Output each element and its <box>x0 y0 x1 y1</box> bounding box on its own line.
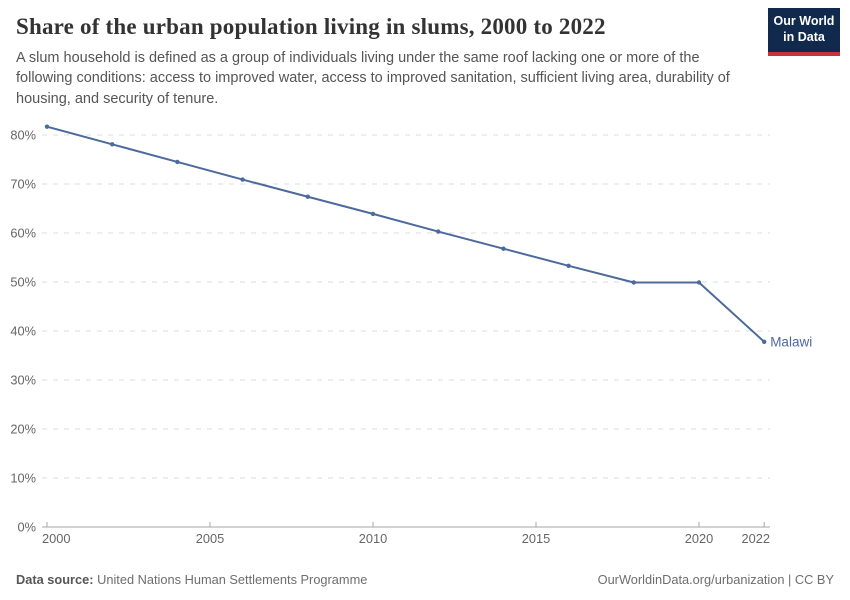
y-tick-label-30: 30% <box>10 372 36 387</box>
y-tick-label-40: 40% <box>10 323 36 338</box>
page-title: Share of the urban population living in … <box>16 14 606 39</box>
data-point-2002 <box>110 142 115 147</box>
data-point-2014 <box>501 246 506 251</box>
entity-label-malawi: Malawi <box>770 334 812 349</box>
data-point-2016 <box>566 263 571 268</box>
data-source-label: Data source: <box>16 572 94 587</box>
logo-line1: Our World <box>773 14 835 28</box>
series-line-malawi <box>46 125 766 343</box>
x-tick-label-2022: 2022 <box>742 531 770 546</box>
data-source-value: United Nations Human Settlements Program… <box>97 572 368 587</box>
data-source: Data source: United Nations Human Settle… <box>16 572 367 587</box>
logo-line2: in Data <box>783 30 825 45</box>
y-tick-label-0: 0% <box>18 519 37 534</box>
credit-link[interactable]: OurWorldinData.org/urbanization | CC BY <box>597 572 834 587</box>
data-point-2008 <box>305 194 310 199</box>
x-tick-label-2005: 2005 <box>196 531 224 546</box>
x-tick-label-2000: 2000 <box>42 531 70 546</box>
data-point-2006 <box>240 177 245 182</box>
y-tick-label-80: 80% <box>10 127 36 142</box>
chart-footer: Data source: United Nations Human Settle… <box>0 572 850 600</box>
line-chart: 0% 10% 20% 30% 40% 50% 60% 70% 80% 2000 2005 2010 20… <box>10 124 812 546</box>
data-point-2010 <box>370 211 376 216</box>
x-tick-label-2015: 2015 <box>522 531 550 546</box>
y-tick-label-20: 20% <box>10 421 36 436</box>
data-point-2020 <box>696 280 702 285</box>
x-tick-label-2020: 2020 <box>685 531 713 546</box>
data-point-2012 <box>436 229 441 234</box>
chart-area: 0% 10% 20% 30% 40% 50% 60% 70% 80% 2000 2005 2010 20… <box>0 113 850 568</box>
y-tick-label-10: 10% <box>10 470 36 485</box>
owid-logo[interactable]: Our World in Data <box>768 8 840 56</box>
data-point-2004 <box>175 159 180 165</box>
y-tick-label-50: 50% <box>10 274 36 289</box>
chart-subtitle: A slum household is defined as a group o… <box>16 50 730 107</box>
data-point-2022 <box>762 339 767 344</box>
x-tick-label-2010: 2010 <box>359 531 387 546</box>
data-point-2018 <box>631 280 636 285</box>
data-point-2000 <box>44 124 50 129</box>
y-tick-label-70: 70% <box>10 176 36 191</box>
chart-header: Share of the urban population living in … <box>0 0 850 109</box>
y-tick-label-60: 60% <box>10 225 36 240</box>
